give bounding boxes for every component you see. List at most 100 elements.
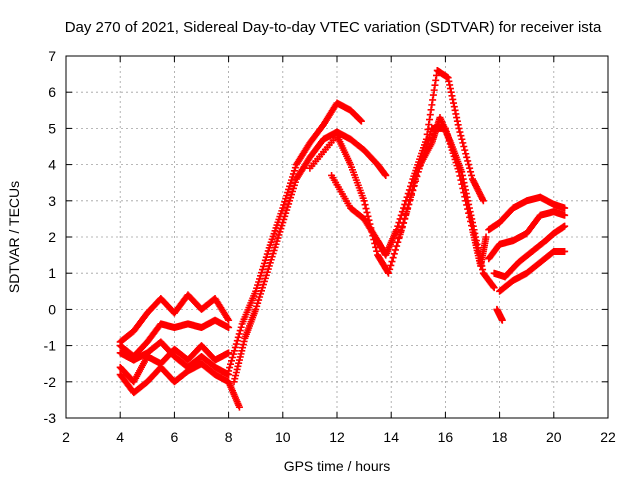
data-point	[455, 124, 463, 132]
y-tick-label: 0	[48, 301, 56, 317]
data-point	[561, 222, 569, 230]
data-point	[234, 333, 242, 341]
x-tick-label: 6	[171, 429, 179, 445]
data-point	[490, 284, 498, 292]
y-tick-label: 7	[48, 48, 56, 64]
data-point	[373, 247, 381, 255]
y-axis-label: SDTVAR / TECUs	[6, 181, 22, 293]
data-point	[235, 330, 243, 338]
data-point	[225, 367, 233, 375]
data-point	[479, 197, 487, 205]
x-tick-label: 18	[492, 429, 508, 445]
data-point	[228, 357, 236, 365]
data-point	[229, 350, 237, 358]
data-point	[408, 191, 416, 199]
data-point	[230, 347, 238, 355]
x-tick-label: 16	[438, 429, 454, 445]
data-point	[225, 349, 233, 357]
y-tick-label: 5	[48, 120, 56, 136]
data-point	[389, 254, 397, 262]
y-tick-label: 3	[48, 193, 56, 209]
data-point	[460, 143, 468, 150]
data-point	[458, 135, 466, 143]
data-points	[116, 66, 569, 411]
data-point	[461, 146, 469, 154]
y-tick-label: -2	[44, 374, 57, 390]
data-point	[460, 189, 468, 197]
plot-frame	[65, 55, 609, 419]
y-tick-label: 6	[48, 84, 56, 100]
data-point	[402, 210, 410, 218]
data-point	[388, 258, 396, 266]
data-point	[371, 239, 379, 247]
data-point	[397, 228, 405, 236]
data-point	[467, 168, 475, 176]
data-point	[365, 216, 373, 224]
data-point	[458, 180, 466, 188]
data-point	[228, 353, 236, 361]
data-point	[360, 197, 368, 205]
data-point	[467, 217, 475, 225]
data-point	[455, 168, 463, 176]
data-point	[399, 219, 407, 227]
data-point	[369, 232, 377, 240]
y-tick-label: 1	[48, 265, 56, 281]
data-point	[401, 214, 409, 222]
data-point	[465, 209, 473, 217]
x-tick-label: 2	[62, 429, 70, 445]
data-point	[387, 261, 395, 269]
data-point	[461, 193, 469, 201]
data-point	[482, 233, 490, 241]
data-point	[394, 238, 402, 246]
data-point	[357, 117, 365, 125]
data-point	[368, 228, 376, 236]
data-point	[366, 220, 374, 228]
data-point	[231, 343, 239, 351]
data-point	[463, 201, 471, 209]
chart-title: Day 270 of 2021, Sidereal Day-to-day VTE…	[65, 19, 602, 36]
data-point	[463, 153, 471, 161]
data-point	[393, 242, 401, 250]
data-point	[232, 340, 240, 348]
y-tick-label: 4	[48, 157, 56, 173]
x-tick-label: 10	[275, 429, 291, 445]
data-point	[386, 265, 394, 273]
data-point	[561, 204, 569, 212]
data-point	[225, 324, 233, 331]
x-axis-label: GPS time / hours	[284, 458, 391, 474]
data-point	[362, 205, 370, 213]
data-point	[226, 364, 234, 372]
data-point	[410, 182, 418, 190]
data-point	[390, 250, 398, 258]
data-point	[235, 403, 243, 411]
data-point	[236, 327, 244, 335]
data-point	[465, 161, 473, 169]
data-point	[398, 224, 406, 232]
data-point	[462, 197, 470, 205]
data-point	[364, 212, 372, 220]
data-point	[459, 184, 467, 192]
data-point	[468, 222, 476, 230]
y-tick-label: -1	[44, 338, 57, 354]
y-tick-label: -3	[44, 410, 57, 426]
data-point	[372, 243, 380, 251]
data-point	[227, 360, 235, 368]
data-point	[361, 201, 369, 209]
data-point	[464, 205, 472, 213]
data-point	[233, 337, 241, 345]
data-point	[457, 176, 465, 184]
data-point	[367, 224, 375, 232]
data-point	[370, 236, 378, 244]
data-point	[457, 132, 465, 140]
data-point	[363, 208, 371, 216]
data-point	[413, 172, 421, 180]
x-tick-label: 22	[600, 429, 616, 445]
x-tick-label: 4	[116, 429, 124, 445]
x-tick-label: 14	[383, 429, 399, 445]
data-point	[466, 164, 474, 172]
data-point	[409, 186, 417, 194]
data-point	[382, 171, 390, 179]
y-tick-label: 2	[48, 229, 56, 245]
